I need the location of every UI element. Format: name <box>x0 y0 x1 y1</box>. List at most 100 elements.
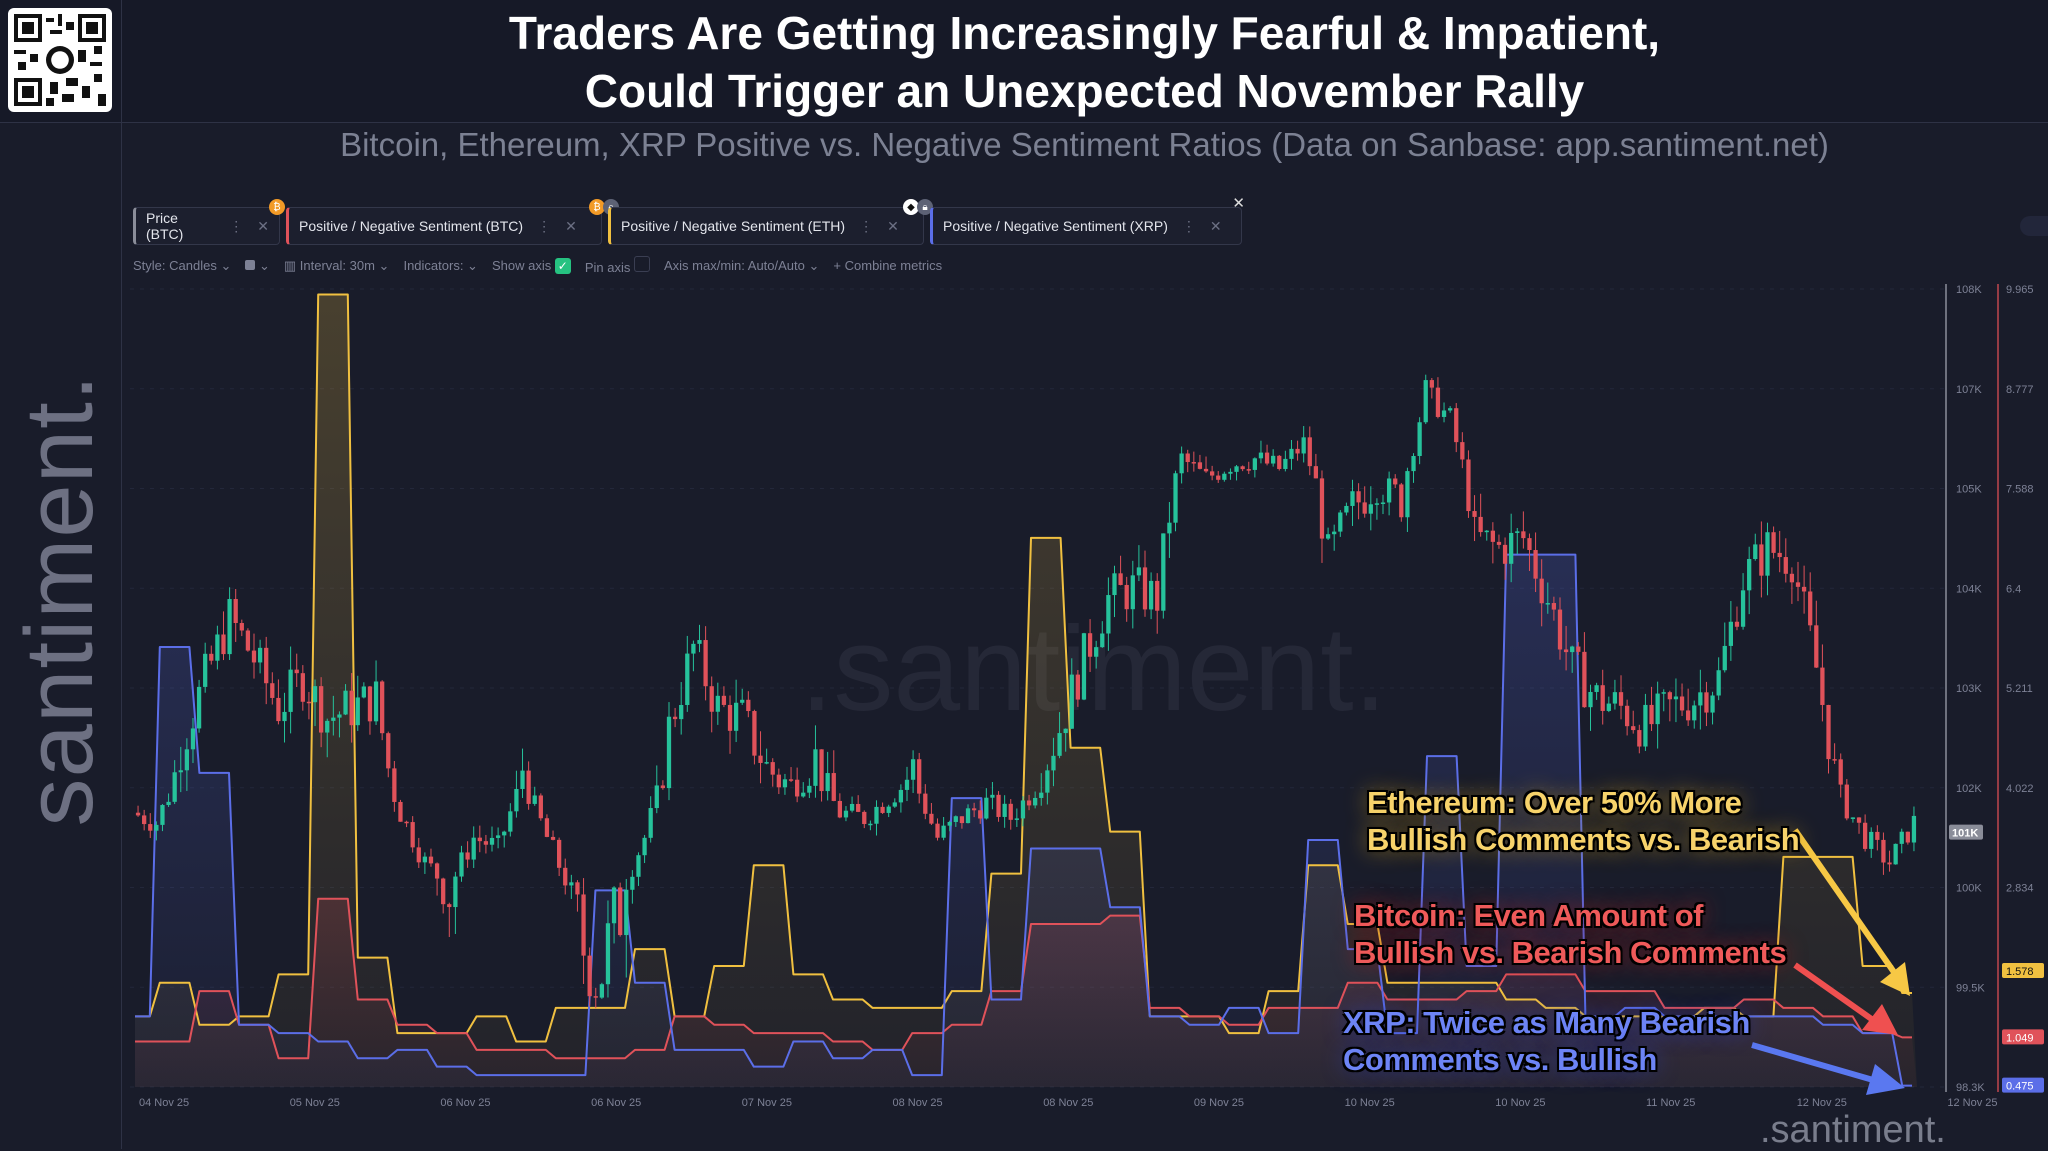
close-icon[interactable]: ✕ <box>257 217 269 234</box>
candle-body <box>624 889 629 936</box>
candle-body <box>1246 469 1251 471</box>
checkbox-checked-icon[interactable]: ✓ <box>554 257 571 274</box>
candle-body <box>1832 759 1837 761</box>
close-all-icon[interactable]: ✕ <box>1232 195 1245 212</box>
candle-body <box>428 856 434 864</box>
candle-body <box>404 821 409 824</box>
candle-body <box>337 714 342 718</box>
candle-body <box>557 839 562 868</box>
more-options-icon[interactable]: ⋮ <box>537 217 552 234</box>
eth-arrow <box>1792 828 1908 990</box>
candle-body <box>569 882 574 886</box>
candle-body <box>1533 550 1538 579</box>
candle-body <box>355 697 360 726</box>
sentiment-tick-label: 8.777 <box>2006 384 2034 396</box>
candle-body <box>1588 691 1593 708</box>
annotation-eth: Ethereum: Over 50% More Bullish Comments… <box>1367 784 1800 858</box>
candle-body <box>416 847 421 863</box>
candle-body <box>1509 532 1514 564</box>
indicators-dropdown[interactable]: Indicators: ⌄ <box>403 257 478 273</box>
candle-body <box>856 803 861 812</box>
calendar-icon: ▥ <box>283 257 297 273</box>
x-tick-label: 08 Nov 25 <box>1043 1097 1093 1109</box>
candle-body <box>1765 532 1770 576</box>
style-label: Style: Candles <box>133 257 217 273</box>
candle-body <box>1441 410 1447 417</box>
candle-body <box>209 653 214 661</box>
candle-body <box>990 794 995 798</box>
candle-body <box>441 878 446 905</box>
tab-price-btc[interactable]: Price (BTC) ⋮ ✕ ₿ <box>133 199 285 245</box>
candle-body <box>227 599 232 655</box>
candle-body <box>1386 478 1392 503</box>
xrp-arrow <box>1751 1042 1881 1085</box>
close-icon[interactable]: ✕ <box>887 217 899 234</box>
candle-body <box>1234 466 1239 472</box>
more-options-icon[interactable]: ⋮ <box>229 217 244 234</box>
x-tick-label: 12 Nov 25 <box>1797 1097 1847 1109</box>
candle-body <box>1814 625 1819 668</box>
candle-body <box>953 816 958 822</box>
tab-sentiment-btc[interactable]: Positive / Negative Sentiment (BTC) ⋮ ✕ … <box>286 199 619 245</box>
pin-axis-toggle[interactable]: Pin axis <box>585 256 650 275</box>
color-picker[interactable]: ⌄ <box>245 258 270 274</box>
candle-body <box>1454 408 1459 443</box>
candle-body <box>1740 590 1746 627</box>
candle-body <box>1624 705 1630 727</box>
candle-body <box>575 882 580 895</box>
candle-body <box>1808 591 1813 626</box>
candle-body <box>1466 459 1471 512</box>
sentiment-lines <box>135 293 1912 1087</box>
checkbox-icon[interactable] <box>633 256 650 272</box>
candle-body <box>1258 452 1264 459</box>
title-line-2: Could Trigger an Unexpected November Ral… <box>584 65 1585 117</box>
more-options-icon[interactable]: ⋮ <box>1181 217 1196 234</box>
candle-body <box>1582 651 1587 708</box>
candle-body <box>1051 755 1056 771</box>
candle-body <box>910 759 916 780</box>
candle-body <box>178 770 183 773</box>
show-axis-toggle[interactable]: Show axis ✓ <box>492 257 571 274</box>
candle-body <box>1460 442 1465 460</box>
close-icon[interactable]: ✕ <box>565 217 577 234</box>
tab-sentiment-eth[interactable]: Positive / Negative Sentiment (ETH) ⋮ ✕ … <box>608 199 933 245</box>
axis-maxmin-dropdown[interactable]: Axis max/min: Auto/Auto ⌄ <box>663 257 820 273</box>
candle-body <box>929 813 934 824</box>
metric-tabs: Price (BTC) ⋮ ✕ ₿ Positive / Negative Se… <box>133 195 1245 245</box>
interval-dropdown[interactable]: ▥ Interval: 30m ⌄ <box>283 257 390 273</box>
candle-body <box>489 837 495 845</box>
candle-body <box>257 647 263 663</box>
candle-body <box>1820 667 1825 705</box>
combine-metrics-button[interactable]: + Combine metrics <box>833 258 942 273</box>
axis-maxmin-label: Axis max/min: Auto/Auto <box>663 257 805 273</box>
candle-body <box>532 795 537 804</box>
candle-body <box>1771 532 1776 553</box>
candle-body <box>1655 693 1660 725</box>
candle-body <box>1191 462 1196 464</box>
bitcoin-icon: ₿ <box>269 199 285 215</box>
style-dropdown[interactable]: Style: Candles ⌄ <box>133 257 232 273</box>
candle-body <box>1020 800 1026 819</box>
candle-body <box>1399 484 1404 518</box>
candle-body <box>1289 448 1294 459</box>
candle-body <box>618 887 623 936</box>
candle-body <box>1875 831 1880 840</box>
price-tick-label: 103K <box>1956 683 1982 695</box>
more-options-icon[interactable]: ⋮ <box>859 217 874 234</box>
candle-body <box>971 808 977 811</box>
candle-body <box>270 683 275 698</box>
candle-body <box>1313 466 1319 479</box>
candle-body <box>544 818 550 837</box>
candle-body <box>965 808 971 824</box>
candle-body <box>196 686 202 729</box>
candle-body <box>1228 471 1233 474</box>
candle-body <box>1795 582 1801 587</box>
candle-body <box>294 669 299 674</box>
candle-body <box>1325 534 1331 539</box>
close-icon[interactable]: ✕ <box>1209 217 1222 234</box>
candle-body <box>1472 511 1477 517</box>
annotation-eth-line2: Bullish Comments vs. Bearish <box>1367 822 1800 857</box>
candle-body <box>1515 531 1520 533</box>
tab-sentiment-xrp[interactable]: Positive / Negative Sentiment (XRP) ⋮ ✕ … <box>930 195 1245 245</box>
tab-label: Positive / Negative Sentiment (ETH) <box>621 218 846 234</box>
